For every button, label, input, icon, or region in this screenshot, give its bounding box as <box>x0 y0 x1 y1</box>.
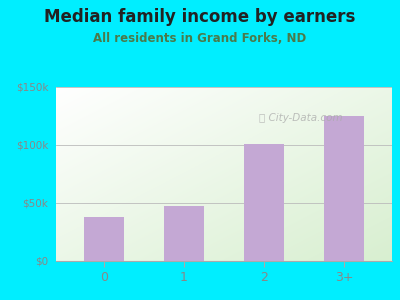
Text: All residents in Grand Forks, ND: All residents in Grand Forks, ND <box>93 32 307 44</box>
Text: Median family income by earners: Median family income by earners <box>44 8 356 26</box>
Bar <box>164 206 204 261</box>
Text: ⓘ City-Data.com: ⓘ City-Data.com <box>260 113 343 123</box>
Bar <box>324 116 364 261</box>
Bar <box>244 144 284 261</box>
Bar <box>84 217 124 261</box>
